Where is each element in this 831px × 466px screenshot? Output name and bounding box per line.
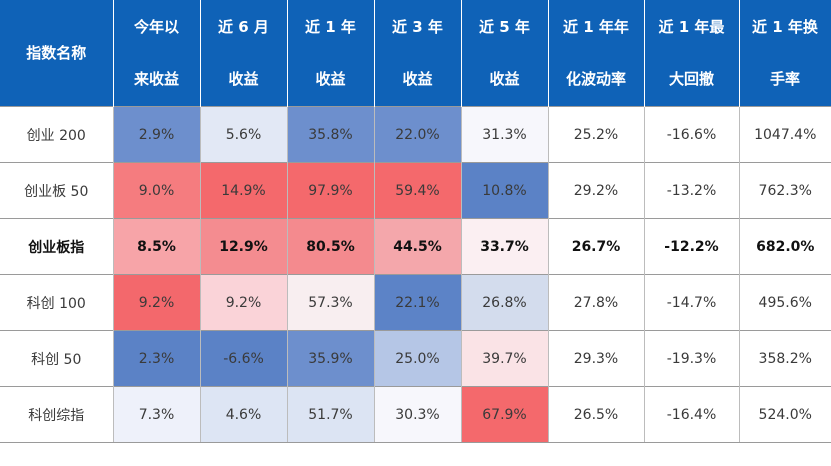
- index-name-cell: 科创综指: [0, 386, 113, 443]
- column-header-text: 近 5 年: [479, 18, 530, 36]
- value-cell: -19.3%: [643, 330, 739, 387]
- value-cell: 35.8%: [286, 106, 374, 163]
- value-cell: 9.2%: [199, 274, 287, 331]
- table-row: 科创 50 2.3% -6.6% 35.9% 25.0% 39.7% 29.3% -19.3%…: [0, 330, 831, 387]
- column-header-text: 近 1 年: [305, 18, 356, 36]
- index-name-cell: 创业板 50: [0, 162, 113, 219]
- column-header-4: 近 3 年收益: [374, 0, 462, 107]
- value-cell: 26.8%: [460, 274, 548, 331]
- value-cell: 14.9%: [199, 162, 287, 219]
- column-header-text: 收益: [228, 70, 259, 88]
- value-cell: 358.2%: [738, 330, 831, 387]
- value-cell: 44.5%: [373, 218, 461, 275]
- index-name-cell: 创业板指: [0, 218, 113, 275]
- value-cell: 1047.4%: [738, 106, 831, 163]
- table-body: 创业 200 2.9% 5.6% 35.8% 22.0% 31.3% 25.2% -16.6%…: [0, 106, 831, 443]
- value-cell: 682.0%: [738, 218, 831, 275]
- value-cell: 25.2%: [547, 106, 644, 163]
- column-header-1: 今年以 来收益: [113, 0, 201, 107]
- column-header-text: 收益: [315, 70, 346, 88]
- value-cell: 33.7%: [460, 218, 548, 275]
- column-header-text: 近 1 年最: [658, 18, 725, 36]
- value-cell: 4.6%: [199, 386, 287, 443]
- value-cell: 29.3%: [547, 330, 644, 387]
- value-cell: -6.6%: [199, 330, 287, 387]
- value-cell: 12.9%: [199, 218, 287, 275]
- value-cell: 8.5%: [112, 218, 200, 275]
- column-header-6: 近 1 年年 化波动率: [548, 0, 645, 107]
- value-cell: 10.8%: [460, 162, 548, 219]
- table-row: 科创 100 9.2% 9.2% 57.3% 22.1% 26.8% 27.8% -14.7%…: [0, 274, 831, 331]
- value-cell: -12.2%: [643, 218, 739, 275]
- column-header-text: 今年以: [133, 18, 179, 36]
- value-cell: 59.4%: [373, 162, 461, 219]
- index-name-cell: 创业 200: [0, 106, 113, 163]
- table-row: 创业 200 2.9% 5.6% 35.8% 22.0% 31.3% 25.2% -16.6%…: [0, 106, 831, 163]
- index-name-cell: 科创 100: [0, 274, 113, 331]
- column-header-text: 手率: [769, 70, 800, 88]
- column-header-text: 指数名称: [26, 44, 87, 62]
- value-cell: 35.9%: [286, 330, 374, 387]
- table-row: 创业板指 8.5% 12.9% 80.5% 44.5% 33.7% 26.7% -12.2% 6…: [0, 218, 831, 275]
- column-header-text: 化波动率: [565, 70, 626, 88]
- column-header-text: 大回撤: [668, 70, 714, 88]
- column-header-text: 收益: [402, 70, 433, 88]
- value-cell: 97.9%: [286, 162, 374, 219]
- column-header-7: 近 1 年最 大回撤: [644, 0, 740, 107]
- column-header-text: 近 1 年年: [563, 18, 629, 36]
- column-header-text: 来收益: [133, 70, 179, 88]
- value-cell: 29.2%: [547, 162, 644, 219]
- value-cell: 30.3%: [373, 386, 461, 443]
- value-cell: 2.3%: [112, 330, 200, 387]
- header-row: 指数名称 今年以 来收益近 6 月收益近 1 年收益近 3 年收益近 5 年收益近 …: [0, 0, 831, 107]
- value-cell: 5.6%: [199, 106, 287, 163]
- value-cell: 67.9%: [460, 386, 548, 443]
- value-cell: 31.3%: [460, 106, 548, 163]
- table-row: 创业板 50 9.0% 14.9% 97.9% 59.4% 10.8% 29.2% -13.2…: [0, 162, 831, 219]
- value-cell: -16.6%: [643, 106, 739, 163]
- table-row: 科创综指 7.3% 4.6% 51.7% 30.3% 67.9% 26.5% -16.4% 52…: [0, 386, 831, 443]
- column-header-text: 近 3 年: [392, 18, 443, 36]
- column-header-text: 收益: [489, 70, 520, 88]
- value-cell: 27.8%: [547, 274, 644, 331]
- value-cell: 762.3%: [738, 162, 831, 219]
- value-cell: 57.3%: [286, 274, 374, 331]
- column-header-text: 近 1 年换: [752, 18, 818, 36]
- column-header-name: 指数名称: [0, 0, 114, 107]
- column-header-2: 近 6 月收益: [200, 0, 288, 107]
- value-cell: -14.7%: [643, 274, 739, 331]
- value-cell: 25.0%: [373, 330, 461, 387]
- column-header-8: 近 1 年换 手率: [739, 0, 831, 107]
- index-name-cell: 科创 50: [0, 330, 113, 387]
- value-cell: 39.7%: [460, 330, 548, 387]
- value-cell: -13.2%: [643, 162, 739, 219]
- value-cell: 2.9%: [112, 106, 200, 163]
- index-performance-table: 指数名称 今年以 来收益近 6 月收益近 1 年收益近 3 年收益近 5 年收益近 …: [0, 0, 831, 443]
- column-header-3: 近 1 年收益: [287, 0, 375, 107]
- column-header-text: 近 6 月: [218, 18, 269, 36]
- value-cell: 9.2%: [112, 274, 200, 331]
- value-cell: 9.0%: [112, 162, 200, 219]
- column-header-5: 近 5 年收益: [461, 0, 549, 107]
- value-cell: 80.5%: [286, 218, 374, 275]
- value-cell: 524.0%: [738, 386, 831, 443]
- value-cell: 495.6%: [738, 274, 831, 331]
- table-header: 指数名称 今年以 来收益近 6 月收益近 1 年收益近 3 年收益近 5 年收益近 …: [0, 0, 831, 107]
- value-cell: 22.0%: [373, 106, 461, 163]
- value-cell: 51.7%: [286, 386, 374, 443]
- value-cell: -16.4%: [643, 386, 739, 443]
- value-cell: 26.7%: [547, 218, 644, 275]
- value-cell: 26.5%: [547, 386, 644, 443]
- value-cell: 22.1%: [373, 274, 461, 331]
- value-cell: 7.3%: [112, 386, 200, 443]
